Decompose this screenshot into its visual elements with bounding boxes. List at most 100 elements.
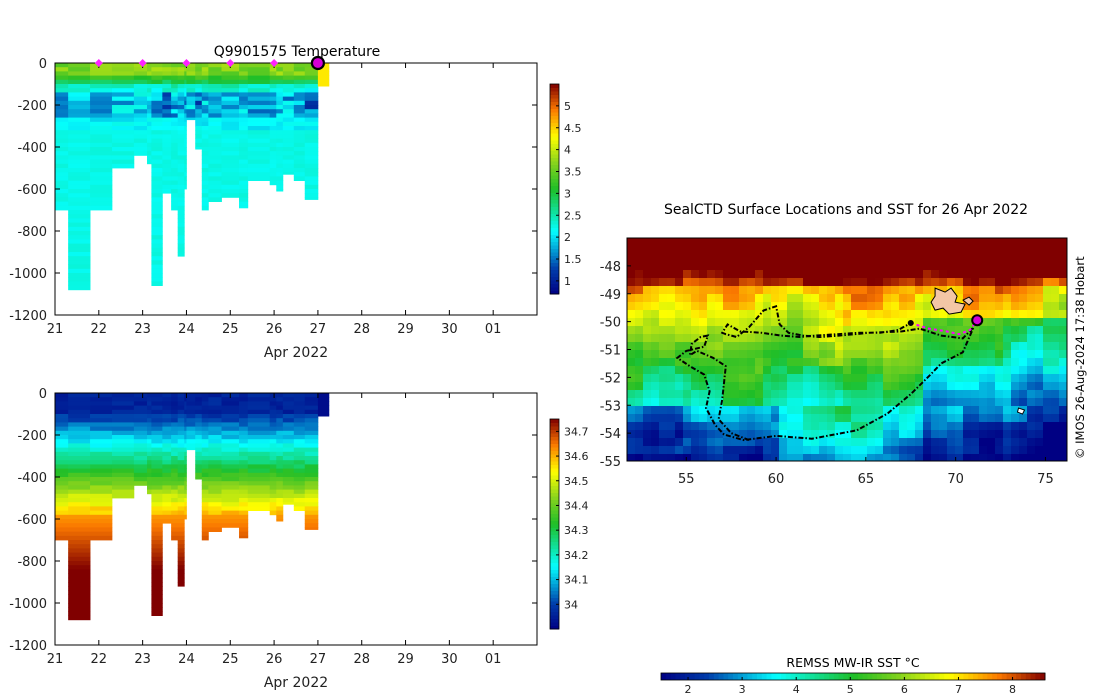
profile-cell [111,443,135,448]
sst-cell [691,326,700,335]
sst-cell [867,326,876,335]
profile-cell [239,514,249,520]
colorbar-segment [550,590,559,595]
sst-cell [859,318,868,327]
profile-cell [282,493,295,499]
profile-cell [186,418,196,423]
profile-cell [177,561,185,566]
profile-cell [90,535,113,541]
sst-cell [723,446,732,455]
y-tick-label: -49 [600,288,621,303]
sst-cell [1051,382,1060,391]
colorbar-tick-label: 6 [901,683,908,696]
profile-cell [304,151,319,156]
sst-cell [763,382,772,391]
sst-cell [1027,270,1036,279]
sst-cell [803,454,812,461]
profile-cell [201,71,209,76]
profile-cell [184,422,187,427]
sst-cell [835,278,844,287]
profile-cell [282,138,295,144]
colorbar-segment [723,673,729,680]
profile-cell [239,409,249,415]
profile-cell [195,147,203,150]
sst-cell [699,246,708,255]
sst-cell [707,366,716,375]
colorbar-segment [867,673,873,680]
profile-cell [269,180,277,186]
sst-cell [723,374,732,383]
profile-cell [293,456,306,461]
profile-cell [276,498,284,503]
profile-cell [90,447,113,453]
profile-cell [147,147,152,152]
sst-cell [1051,374,1060,383]
profile-cell [201,205,209,211]
profile-cell [208,197,222,202]
surfacing-marker [182,59,191,67]
sst-cell [947,262,956,271]
sst-cell [811,294,820,303]
profile-cell [90,489,113,495]
profile-cell [282,393,295,398]
sst-cell [987,454,996,461]
profile-cell [55,514,69,520]
sst-cell [627,422,636,431]
sst-cell [643,366,652,375]
colorbar-segment [550,566,559,570]
sst-cell [883,414,892,423]
profile-cell [247,506,271,511]
profile-cell [247,447,271,453]
sst-cell [675,238,684,247]
sst-cell [1035,374,1044,383]
profile-cell [133,117,148,123]
profile-cell [111,138,135,144]
profile-cell [90,426,113,432]
sst-cell [731,422,740,431]
sst-cell [763,270,772,279]
sst-cell [915,278,924,287]
sst-cell [811,262,820,271]
sst-cell [667,366,676,375]
profile-cell [162,451,172,457]
profile-cell [304,472,319,478]
sst-cell [979,350,988,359]
colorbar-segment [550,287,559,291]
sst-cell [995,366,1004,375]
sst-cell [651,286,660,295]
profile-cell [201,489,209,495]
profile-cell [111,163,135,169]
sst-cell [643,342,652,351]
sst-cell [995,358,1004,367]
sst-cell [971,358,980,367]
profile-cell [90,109,113,114]
colorbar-segment [809,673,816,680]
profile-cell [221,126,240,131]
sst-cell [1035,390,1044,399]
sst-cell [755,318,764,327]
profile-cell [201,502,209,507]
sst-cell [867,414,876,423]
profile-cell [177,71,185,76]
profile-cell [177,506,185,511]
profile-cell [186,409,196,415]
profile-cell [111,401,135,406]
profile-cell [171,100,179,106]
profile-cell [201,96,209,102]
x-tick-label: 29 [397,652,414,667]
profile-cell [133,472,148,478]
colorbar-segment [550,604,559,609]
sst-cell [891,366,900,375]
profile-cell [177,468,185,474]
sst-cell [651,422,660,431]
profile-cell [276,71,284,76]
colorbar-segment [550,87,559,92]
sst-cell [867,246,876,255]
sst-cell [731,334,740,343]
sst-cell [1035,406,1044,415]
profile-cell [221,79,240,85]
profile-cell [171,205,179,211]
y-tick-label: -400 [17,141,47,156]
profile-cell [186,422,196,427]
x-tick-label: 29 [397,322,414,337]
